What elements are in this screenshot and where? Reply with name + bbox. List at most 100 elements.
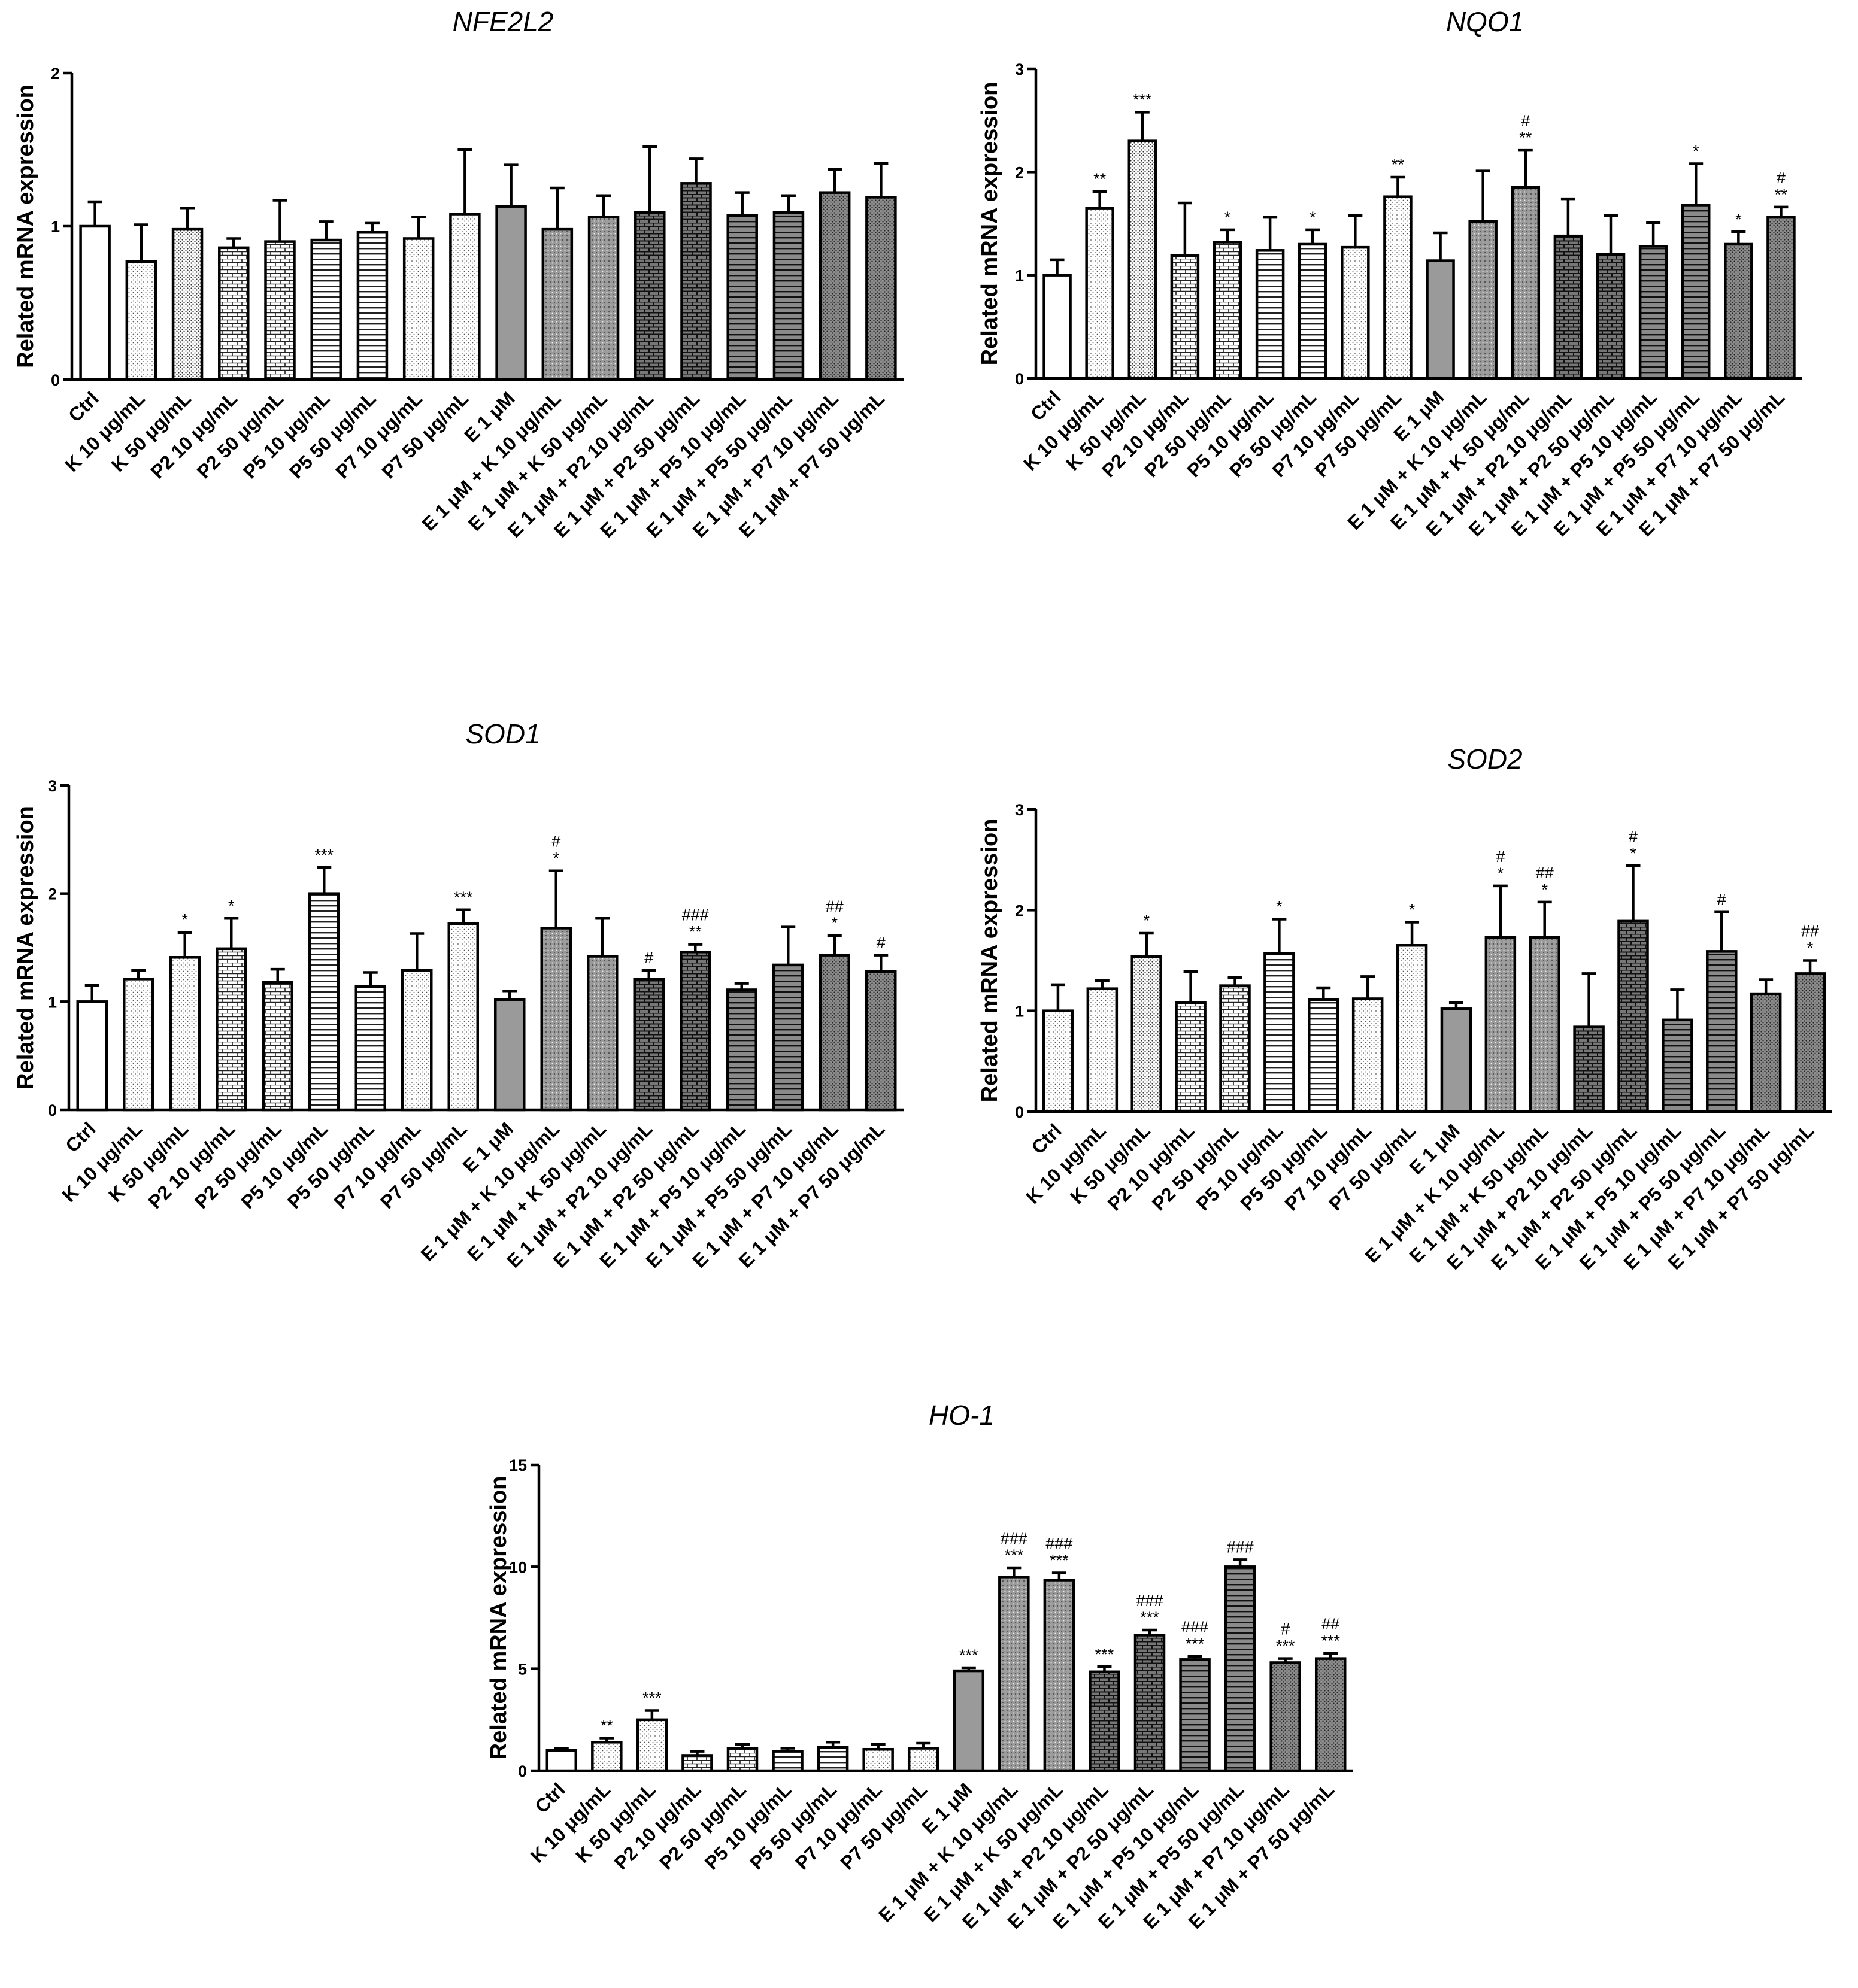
bar — [587, 216, 620, 381]
significance-label: # — [1717, 891, 1726, 909]
error-bar — [1183, 970, 1198, 1003]
error-bar — [1263, 216, 1278, 251]
error-bar — [1272, 918, 1287, 954]
bar — [449, 213, 481, 381]
significance-label: * — [1541, 881, 1548, 899]
error-bar — [734, 982, 749, 990]
y-tick-label: 2 — [48, 885, 57, 903]
bar — [123, 978, 154, 1112]
bar — [1175, 1001, 1207, 1113]
bar — [907, 1747, 939, 1772]
error-bar — [1305, 228, 1320, 244]
significance-label: * — [1143, 912, 1150, 930]
error-bar — [177, 931, 192, 958]
error-bar — [456, 908, 471, 924]
bar — [264, 240, 296, 381]
y-tick-label: 10 — [509, 1558, 527, 1576]
significance-label: ## — [1801, 922, 1819, 940]
significance-label: # — [551, 833, 560, 851]
significance-label: ### — [1045, 1535, 1072, 1553]
x-tick-label: Ctrl — [64, 387, 102, 426]
bar — [402, 237, 435, 381]
chart-title: HO-1 — [929, 1400, 995, 1431]
error-bar — [735, 191, 750, 216]
bar — [79, 224, 111, 381]
significance-label: # — [1629, 827, 1638, 845]
bar — [1468, 220, 1498, 380]
y-tick-label: 1 — [48, 993, 57, 1011]
significance-label: *** — [1186, 1635, 1205, 1653]
bar — [1127, 139, 1157, 380]
error-bar — [1323, 1652, 1338, 1659]
bar — [541, 227, 574, 381]
bar — [634, 211, 666, 381]
bar — [865, 196, 897, 381]
error-bar — [1097, 1665, 1112, 1672]
bar — [308, 892, 340, 1112]
bar — [1681, 204, 1711, 380]
significance-label: ## — [1321, 1615, 1339, 1633]
error-bar — [874, 954, 889, 972]
bar — [1219, 984, 1251, 1113]
significance-label: ### — [1181, 1618, 1208, 1636]
error-bar — [87, 200, 102, 226]
error-bar — [961, 1666, 976, 1671]
error-bar — [827, 934, 842, 955]
error-bar — [688, 943, 703, 952]
significance-label: # — [1777, 169, 1786, 187]
significance-label: * — [553, 849, 559, 867]
error-bar — [502, 990, 517, 1000]
error-bar — [1774, 205, 1789, 218]
error-bar — [548, 869, 563, 928]
bar — [1766, 216, 1796, 380]
bar — [1042, 1009, 1074, 1113]
y-tick-label: 3 — [48, 777, 57, 795]
bar — [495, 205, 527, 381]
significance-label: *** — [642, 1689, 662, 1707]
bar — [862, 1747, 894, 1772]
bar — [401, 969, 433, 1112]
error-bar — [1604, 214, 1618, 255]
significance-label: * — [1807, 939, 1814, 957]
error-bar — [1135, 111, 1150, 141]
error-bar — [411, 216, 426, 239]
error-bar — [781, 925, 796, 965]
y-axis-label: Related mRNA expression — [13, 84, 38, 368]
y-tick-label: 1 — [1015, 1003, 1024, 1021]
significance-label: # — [1521, 112, 1530, 130]
error-bar — [134, 223, 148, 262]
bar — [1133, 1634, 1166, 1772]
error-bar — [1050, 983, 1065, 1011]
error-bar — [1187, 1655, 1202, 1660]
error-bar — [1731, 230, 1746, 244]
error-bar — [1050, 258, 1065, 275]
bar — [125, 260, 157, 381]
significance-label: *** — [1321, 1632, 1340, 1650]
y-tick-label: 3 — [1015, 60, 1024, 78]
y-tick-label: 0 — [518, 1762, 527, 1780]
significance-label: * — [1693, 142, 1699, 160]
bar — [1263, 952, 1295, 1113]
error-bar — [1626, 864, 1641, 921]
error-bar — [457, 148, 472, 214]
bar — [1089, 1670, 1120, 1772]
error-bar — [1537, 900, 1552, 937]
bar — [1794, 972, 1826, 1113]
y-tick-label: 2 — [51, 65, 60, 83]
error-bar — [1646, 221, 1661, 247]
error-bar — [1689, 162, 1704, 205]
bar — [76, 1000, 108, 1112]
bar — [772, 963, 804, 1112]
bar — [494, 998, 526, 1112]
significance-label: ** — [1392, 156, 1405, 174]
error-bar — [1759, 978, 1774, 994]
significance-label: ## — [1536, 864, 1554, 882]
error-bar — [1360, 975, 1375, 999]
bar — [1617, 919, 1649, 1113]
y-tick-label: 0 — [51, 371, 60, 389]
error-bar — [224, 916, 239, 949]
error-bar — [1278, 1657, 1293, 1663]
